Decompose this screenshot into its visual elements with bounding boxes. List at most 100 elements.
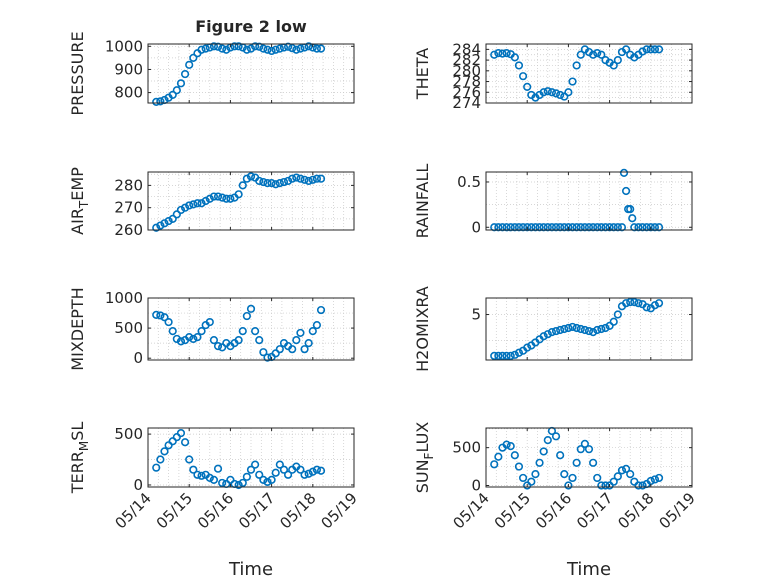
- data-point: [288, 174, 297, 183]
- data-point: [197, 45, 206, 54]
- data-point: [543, 330, 552, 339]
- data-point: [642, 223, 651, 232]
- data-point: [168, 437, 177, 446]
- x-tick-label: 05/14: [450, 489, 493, 532]
- data-point: [576, 50, 585, 59]
- data-point: [296, 174, 305, 183]
- data-point: [152, 97, 161, 106]
- data-point: [316, 305, 326, 315]
- x-tick-label: 05/19: [656, 489, 699, 532]
- data-point: [312, 465, 322, 474]
- data-point: [597, 50, 606, 59]
- data-point: [527, 477, 536, 486]
- data-point: [156, 455, 165, 464]
- y-axis-label: THETA: [413, 48, 432, 100]
- data-point: [514, 348, 524, 357]
- y-tick-label: 500: [114, 425, 143, 443]
- data-point: [160, 219, 169, 228]
- data-point: [584, 223, 594, 232]
- data-point: [498, 223, 507, 232]
- data-point: [246, 304, 256, 313]
- data-point: [621, 45, 631, 54]
- data-point: [185, 455, 194, 464]
- data-point: [564, 481, 573, 490]
- data-point: [626, 298, 635, 307]
- data-point: [242, 174, 251, 183]
- y-tick-label: 280: [114, 176, 143, 194]
- data-point: [255, 470, 264, 479]
- axes-box: [147, 43, 355, 104]
- data-point: [172, 334, 181, 344]
- data-point: [209, 192, 219, 201]
- data-point: [205, 317, 214, 327]
- axes-box: [147, 427, 355, 488]
- data-point: [638, 481, 647, 490]
- data-point: [556, 90, 565, 100]
- y-axis-label: AIRTEMP: [68, 167, 91, 235]
- data-point: [238, 478, 247, 488]
- data-point: [593, 325, 602, 335]
- data-point: [259, 475, 268, 484]
- data-point: [304, 176, 313, 186]
- chart-title: Figure 2 low: [195, 17, 307, 36]
- data-point: [556, 325, 565, 335]
- data-point: [617, 466, 627, 475]
- data-point: [646, 223, 655, 232]
- data-point: [551, 432, 561, 441]
- data-point: [589, 223, 598, 232]
- subplot-pressure: 800 900 1000 PRESSURE Figure 2 low: [68, 17, 355, 116]
- x-tick-label: 05/17: [573, 489, 616, 532]
- data-point: [535, 458, 544, 467]
- data-point: [490, 223, 499, 232]
- data-point: [255, 336, 264, 345]
- data-point: [638, 47, 647, 56]
- data-point: [551, 223, 561, 232]
- data-point: [271, 45, 280, 54]
- x-tick-label: 05/15: [153, 489, 196, 532]
- data-point: [650, 45, 660, 54]
- data-point: [201, 196, 210, 206]
- data-point: [560, 92, 569, 101]
- y-tick-label: 500: [452, 439, 481, 457]
- data-point: [312, 44, 322, 53]
- y-axis-label: SUNFLUX: [413, 422, 436, 494]
- data-point: [514, 223, 524, 232]
- data-point: [234, 42, 243, 51]
- data-point: [288, 44, 297, 53]
- y-axis-label-sub: M: [77, 441, 91, 451]
- data-point: [189, 465, 198, 474]
- data-point: [156, 221, 165, 230]
- plot-area: [148, 428, 354, 487]
- data-point: [218, 343, 227, 352]
- data-point: [205, 473, 214, 482]
- data-point: [213, 192, 223, 201]
- data-point: [539, 223, 548, 232]
- data-point: [531, 470, 540, 479]
- y-axis-label-main: SUN: [413, 459, 432, 493]
- data-point: [589, 50, 598, 59]
- data-point: [246, 44, 256, 53]
- data-point: [152, 463, 161, 472]
- data-point: [510, 53, 519, 62]
- data-point: [292, 173, 301, 182]
- data-point: [263, 179, 272, 188]
- data-point: [551, 326, 561, 336]
- data-point: [283, 42, 293, 51]
- data-point: [613, 55, 622, 65]
- data-point: [316, 44, 326, 53]
- data-point: [626, 205, 635, 214]
- data-point: [597, 324, 606, 334]
- data-point: [308, 327, 317, 336]
- data-point: [601, 323, 610, 333]
- data-point: [222, 194, 231, 203]
- data-point: [185, 201, 194, 210]
- data-point: [255, 42, 264, 51]
- data-point: [201, 44, 210, 53]
- axes-box: [147, 297, 355, 361]
- data-point: [572, 61, 581, 70]
- data-point: [494, 49, 503, 58]
- data-point: [597, 223, 606, 232]
- x-tick-label: 05/17: [235, 489, 278, 532]
- data-point: [176, 428, 186, 438]
- data-point: [263, 45, 272, 54]
